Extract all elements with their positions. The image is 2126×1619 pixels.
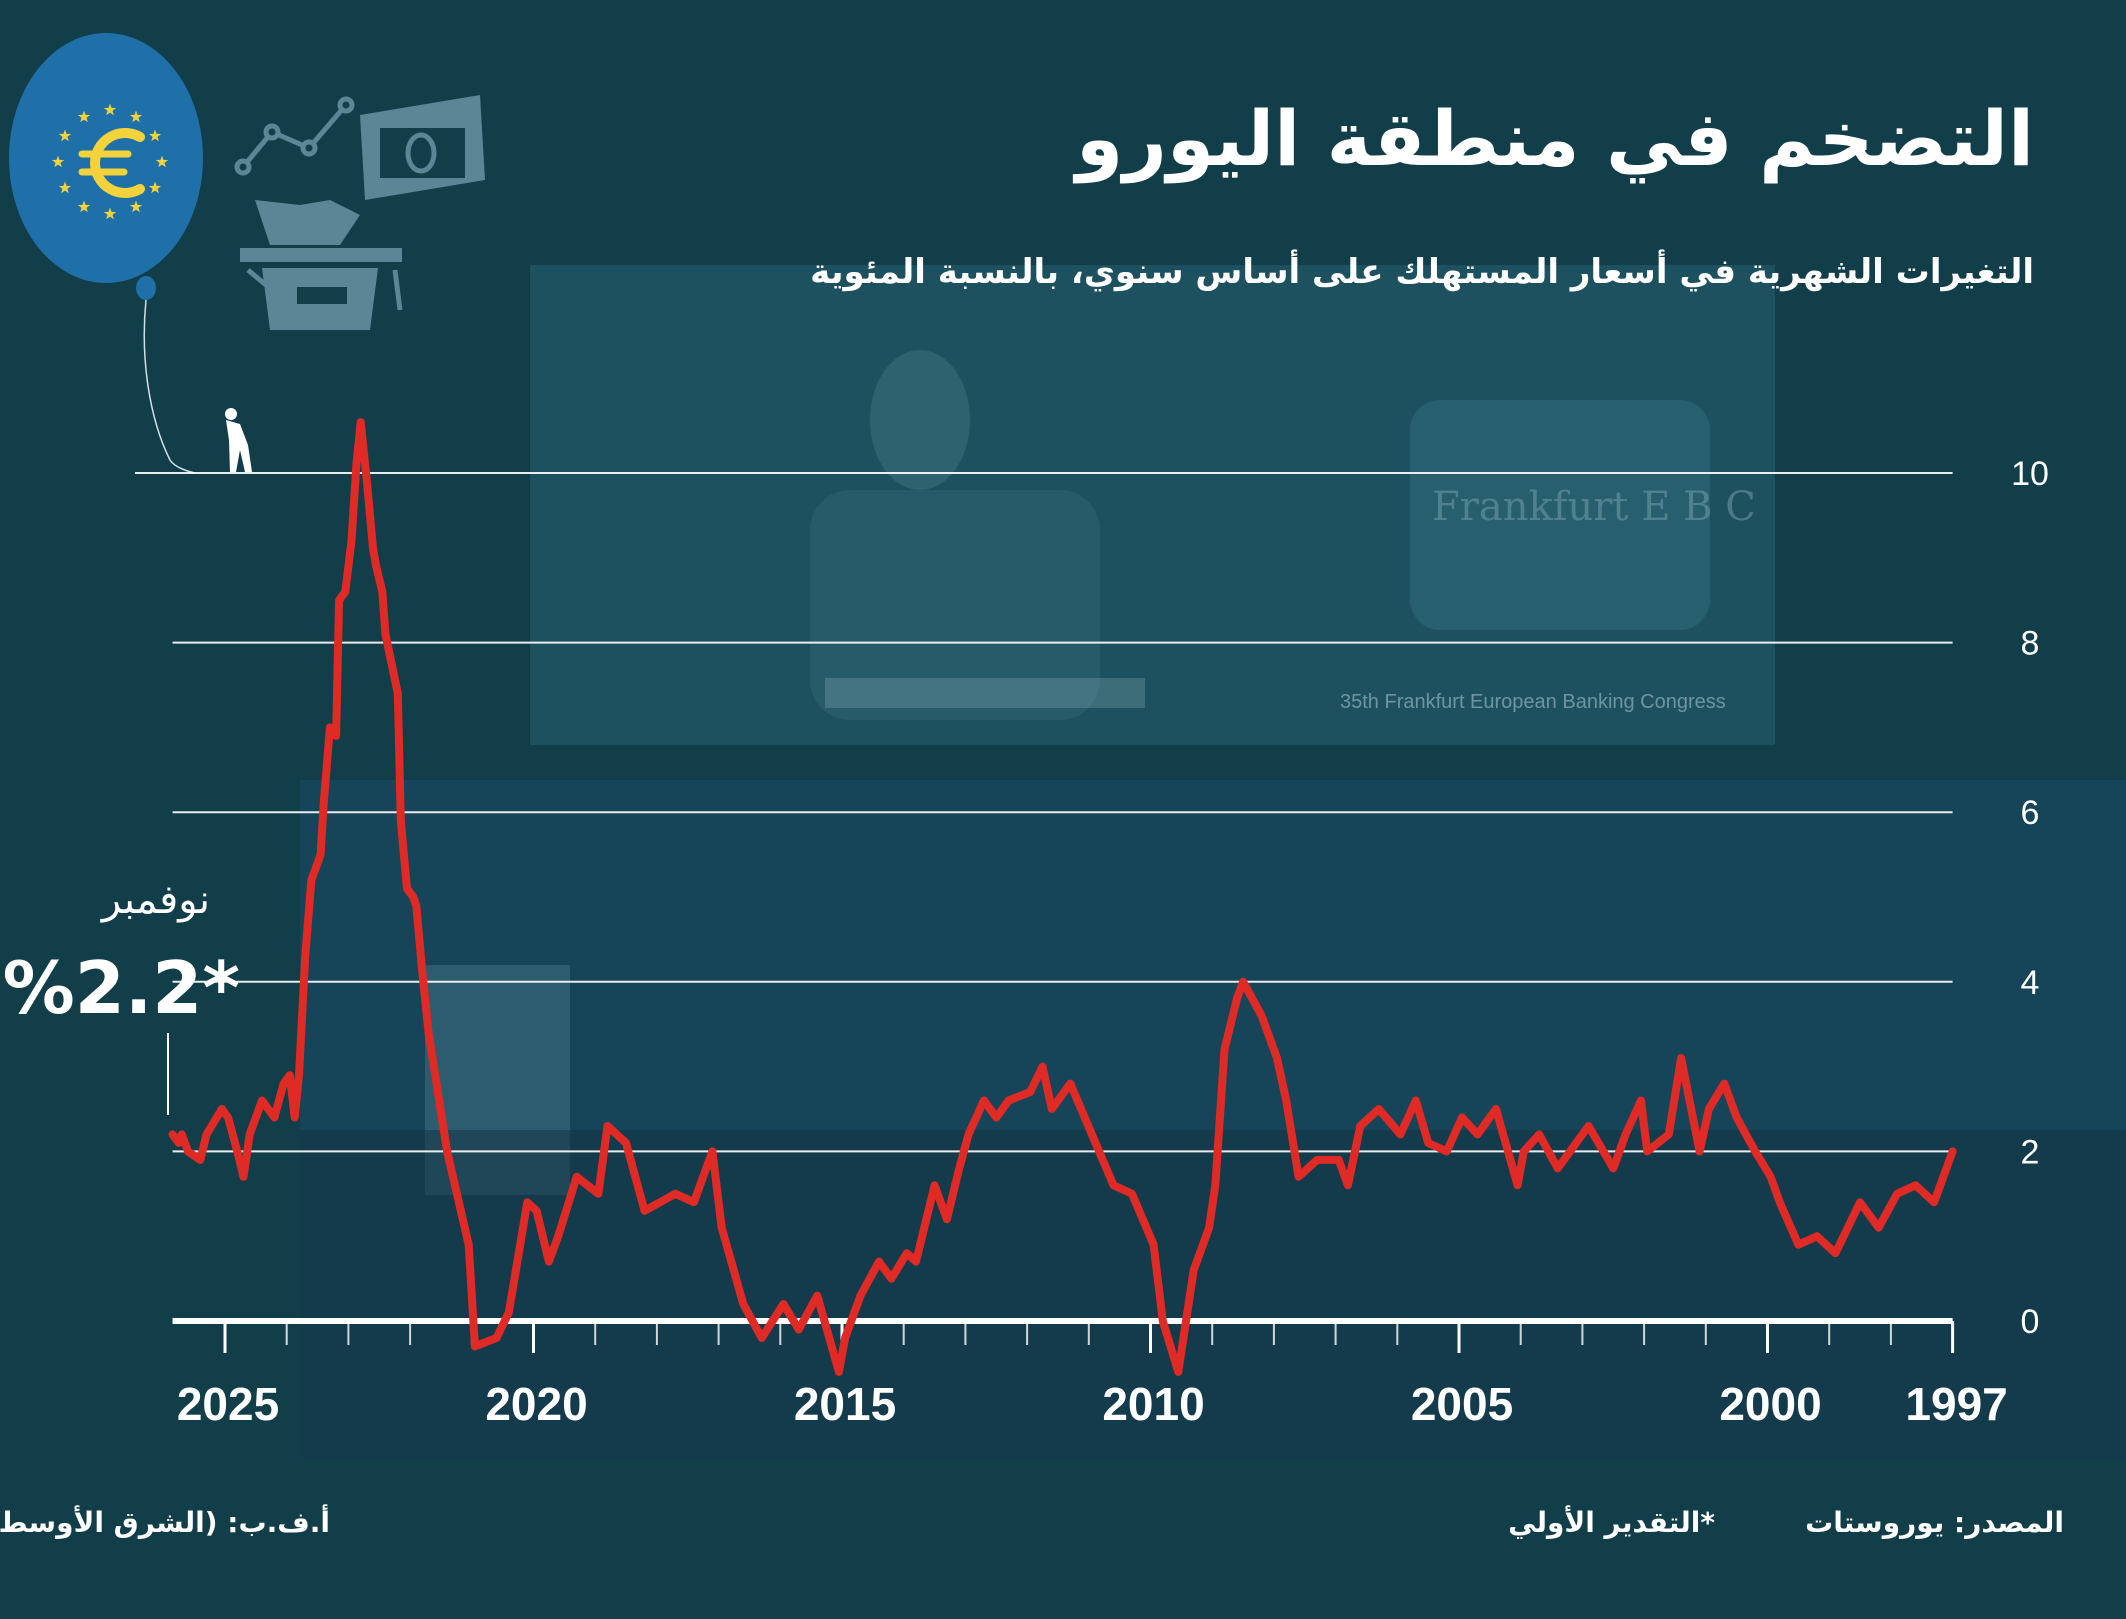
annotation-value: *%2.2 (3, 946, 240, 1030)
star-icon (77, 200, 91, 213)
inflation-series-line (168, 418, 1957, 1376)
x-tick-label: 2015 (794, 1378, 896, 1430)
star-icon (155, 155, 169, 168)
annotation-month: نوفمبر (100, 877, 210, 923)
star-icon (129, 110, 143, 123)
star-icon (58, 181, 72, 194)
footnote-text: *التقدير الأولي (1508, 1505, 1715, 1539)
grocery-basket-icon (240, 200, 403, 330)
screen-logo-text: Frankfurt E B C (1432, 484, 1756, 530)
y-tick-label: 10 (2011, 455, 2049, 493)
star-icon (58, 129, 72, 142)
star-icon (148, 129, 162, 142)
x-tick-label: 2025 (177, 1378, 279, 1430)
y-tick-label: 2 (2021, 1133, 2040, 1171)
y-axis-labels: 0 2 4 6 8 10 (2011, 455, 2049, 1341)
star-icon (77, 110, 91, 123)
x-tick-label: 1997 (1905, 1378, 2007, 1430)
x-tick-label: 2020 (485, 1378, 587, 1430)
star-icon (148, 181, 162, 194)
star-icon (103, 207, 117, 220)
star-icon (103, 103, 117, 116)
y-tick-label: 6 (2021, 794, 2040, 832)
background-photo: Frankfurt E B C 35th Frankfurt European … (300, 265, 2126, 1460)
star-icon (129, 200, 143, 213)
chart-subtitle: التغيرات الشهرية في أسعار المستهلك على أ… (810, 249, 2034, 292)
y-tick-label: 0 (2021, 1303, 2040, 1341)
euro-balloon-icon (9, 33, 203, 474)
y-tick-label: 4 (2021, 964, 2040, 1002)
x-tick-label: 2000 (1719, 1378, 1821, 1430)
credit-text: أ.ف.ب: (الشرق الأوسط) (0, 1504, 330, 1539)
gridlines (135, 472, 1953, 1153)
banknote-icon (360, 95, 485, 200)
screen-caption: 35th Frankfurt European Banking Congress (1340, 691, 1726, 713)
source-text: المصدر: يوروستات (1805, 1506, 2064, 1539)
euro-sign-icon (78, 128, 145, 198)
x-tick-label: 2010 (1102, 1378, 1204, 1430)
chart-title: التضخم في منطقة اليورو (1072, 94, 2034, 184)
star-icon (51, 155, 65, 168)
x-axis: 2025 2020 2015 2010 2005 2000 1997 (172, 1318, 2008, 1430)
line-trend-icon (234, 96, 355, 176)
eu-stars-icon (51, 103, 169, 220)
person-silhouette-icon (225, 408, 252, 472)
x-tick-label: 2005 (1411, 1378, 1513, 1430)
y-tick-label: 8 (2021, 625, 2040, 663)
series-line-group (168, 418, 1957, 1376)
